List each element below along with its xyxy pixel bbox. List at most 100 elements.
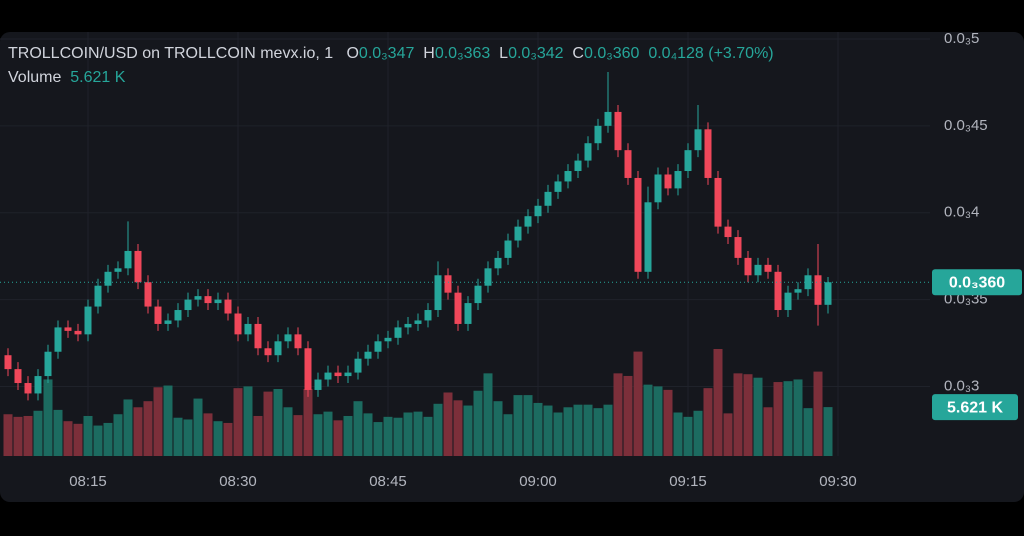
volume-label: Volume xyxy=(8,69,62,86)
candle-body xyxy=(274,341,282,356)
candle-body xyxy=(94,285,102,307)
candle-body xyxy=(254,323,262,349)
volume-bar xyxy=(673,412,683,456)
candle-body xyxy=(214,299,222,304)
volume-bar xyxy=(713,348,723,456)
candle-body xyxy=(444,275,452,293)
candle-body xyxy=(824,282,832,305)
candle-body xyxy=(344,372,352,377)
volume-bar xyxy=(123,399,133,456)
y-tick-label: 0.0₃4 xyxy=(944,204,979,221)
volume-bar xyxy=(63,421,73,456)
volume-bar xyxy=(143,401,153,456)
volume-bar xyxy=(233,388,243,456)
volume-layer xyxy=(3,348,833,456)
volume-bar xyxy=(533,402,543,456)
candle-body xyxy=(334,372,342,377)
x-tick-label: 08:30 xyxy=(219,473,257,490)
legend-value: 0.0₃363 xyxy=(434,45,491,62)
candle-body xyxy=(504,240,512,258)
volume-bar xyxy=(723,413,733,456)
candle-body xyxy=(794,289,802,293)
volume-bar xyxy=(203,413,213,456)
volume-bar xyxy=(113,414,123,456)
candle-body xyxy=(534,205,542,217)
candle-body xyxy=(24,383,32,394)
candle-body xyxy=(664,174,672,189)
candle-body xyxy=(144,282,152,307)
volume-bar xyxy=(783,381,793,456)
y-tick-label: 0.0₃5 xyxy=(944,30,979,47)
candle-body xyxy=(524,216,532,227)
x-tick-label: 09:30 xyxy=(819,473,857,490)
volume-bar xyxy=(363,413,373,456)
volume-bar xyxy=(803,408,813,456)
candle-body xyxy=(724,226,732,238)
candle-body xyxy=(624,150,632,178)
candle-body xyxy=(554,181,562,192)
candle-body xyxy=(754,264,762,276)
candle-body xyxy=(264,348,272,356)
volume-bar xyxy=(733,373,743,456)
legend-key: H xyxy=(423,45,435,62)
volume-bar xyxy=(303,389,313,456)
volume-bar xyxy=(663,389,673,456)
candle-body xyxy=(184,299,192,311)
legend-value: 0.0₃360 xyxy=(583,45,640,62)
volume-bar xyxy=(173,417,183,456)
candle-body xyxy=(154,306,162,324)
volume-bar xyxy=(493,401,503,456)
legend-key: L xyxy=(499,45,509,62)
candle-body xyxy=(234,313,242,335)
volume-bar xyxy=(463,405,473,456)
candle-body xyxy=(64,327,72,331)
volume-bar xyxy=(353,401,363,456)
volume-bar xyxy=(313,414,323,456)
candle-layer xyxy=(0,71,930,401)
candle-body xyxy=(14,369,22,384)
candle-body xyxy=(684,150,692,172)
candle-body xyxy=(604,111,612,126)
volume-bar xyxy=(213,421,223,456)
volume-bar xyxy=(283,407,293,456)
volume-bar xyxy=(443,392,453,456)
last-volume-box xyxy=(932,394,1018,421)
volume-bar xyxy=(603,404,613,456)
candle-body xyxy=(4,355,12,370)
volume-bar xyxy=(553,412,563,456)
candle-body xyxy=(464,303,472,324)
volume-bar xyxy=(813,371,823,456)
legend-change: 0.0₄128 xyxy=(648,45,704,62)
legend-value: 0.0₃347 xyxy=(358,45,415,62)
volume-bar xyxy=(823,407,833,456)
volume-bar xyxy=(33,410,43,456)
candle-body xyxy=(424,310,432,321)
candle-body xyxy=(454,292,462,324)
volume-bar xyxy=(593,408,603,456)
candle-body xyxy=(704,129,712,178)
volume-bar xyxy=(703,388,713,456)
symbol: TROLLCOIN/USD on TROLLCOIN mevx.io, 1 xyxy=(8,45,334,62)
volume-bar xyxy=(753,377,763,456)
volume-bar xyxy=(43,379,53,456)
candle-body xyxy=(104,271,112,286)
volume-bar xyxy=(423,416,433,456)
chart-panel xyxy=(0,32,1024,502)
volume-bar xyxy=(293,415,303,456)
candle-body xyxy=(404,323,412,328)
volume-bar xyxy=(613,373,623,456)
candle-body xyxy=(384,337,392,342)
legend: TROLLCOIN/USD on TROLLCOIN mevx.io, 1 O0… xyxy=(8,42,774,90)
candle-body xyxy=(304,348,312,390)
volume-bar xyxy=(23,415,33,456)
candle-body xyxy=(744,257,752,276)
volume-bar xyxy=(793,379,803,456)
x-tick-label: 08:45 xyxy=(369,473,407,490)
legend-value: 0.0₃342 xyxy=(508,45,564,62)
volume-bar xyxy=(243,386,253,456)
volume-value: 5.621 K xyxy=(70,69,126,86)
y-tick-label: 0.0₃3 xyxy=(944,377,979,394)
candle-body xyxy=(654,174,662,203)
candle-body xyxy=(714,177,722,227)
